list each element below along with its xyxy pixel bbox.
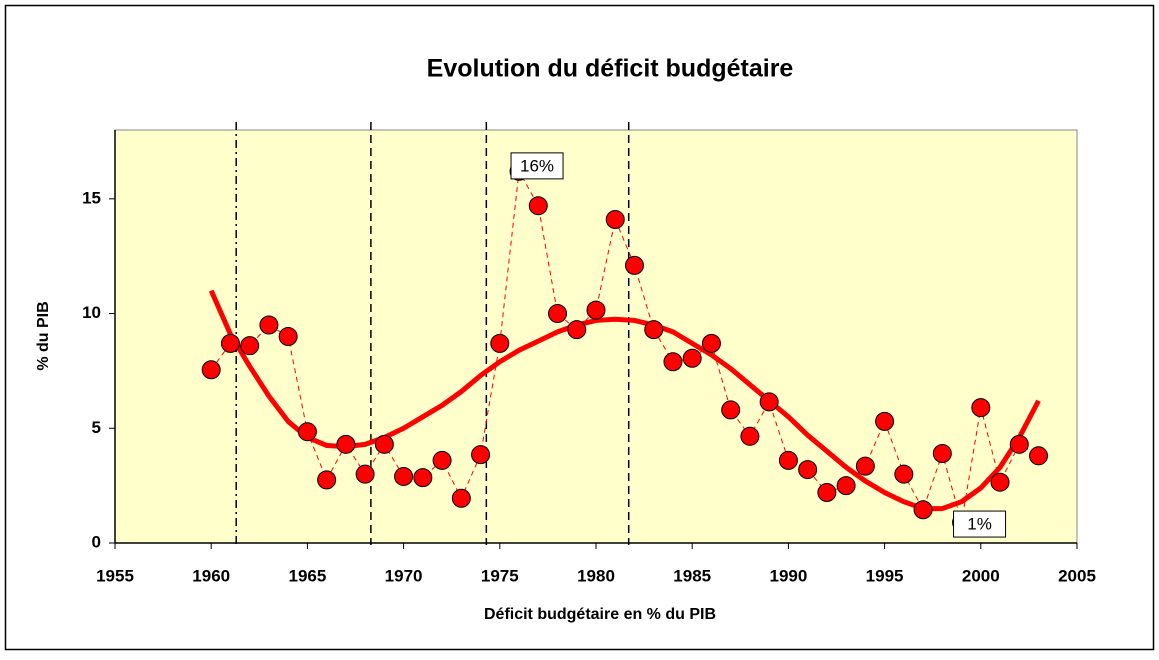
data-point (355, 464, 375, 484)
y-tick-label: 15 (82, 188, 101, 207)
y-tick-label: 5 (92, 418, 101, 437)
data-point (740, 426, 760, 446)
data-point (490, 333, 510, 353)
data-point (413, 468, 433, 488)
data-point (971, 398, 991, 418)
data-point (240, 336, 260, 356)
data-point (336, 434, 356, 454)
x-tick-label: 1995 (866, 566, 904, 585)
annotation-box (953, 510, 1007, 538)
data-point (471, 445, 491, 465)
data-point (836, 476, 856, 496)
data-point (817, 483, 837, 503)
y-tick-label: 0 (92, 532, 101, 551)
data-point (721, 400, 741, 420)
data-point (548, 304, 568, 324)
data-point (374, 434, 394, 454)
x-tick-label: 2000 (962, 566, 1000, 585)
x-tick-label: 1965 (288, 566, 326, 585)
data-point (220, 333, 240, 353)
x-tick-label: 1955 (96, 566, 134, 585)
x-tick-label: 1975 (481, 566, 519, 585)
data-point (201, 360, 221, 380)
x-axis-title: Déficit budgétaire en % du PIB (484, 606, 716, 623)
data-point (605, 209, 625, 229)
data-point (798, 460, 818, 480)
data-point (644, 320, 664, 340)
x-tick-label: 1985 (673, 566, 711, 585)
x-tick-label: 2005 (1058, 566, 1096, 585)
data-point (1029, 446, 1049, 466)
chart-title: Evolution du déficit budgétaire (427, 55, 794, 83)
data-point (682, 348, 702, 368)
data-point (1009, 434, 1029, 454)
annotation: 1% (967, 515, 992, 534)
data-point (990, 472, 1010, 492)
data-point (624, 255, 644, 275)
data-point (432, 450, 452, 470)
data-point (317, 470, 337, 490)
data-point (297, 422, 317, 442)
data-point (855, 456, 875, 476)
data-point (875, 411, 895, 431)
data-point (567, 320, 587, 340)
data-point (778, 450, 798, 470)
data-point (932, 444, 952, 464)
x-tick-label: 1990 (769, 566, 807, 585)
data-point (701, 333, 721, 353)
x-tick-label: 1980 (577, 566, 615, 585)
data-point (259, 315, 279, 335)
y-tick-label: 10 (82, 303, 101, 322)
data-point (894, 464, 914, 484)
data-point (394, 466, 414, 486)
x-tick-label: 1960 (192, 566, 230, 585)
data-point (759, 392, 779, 412)
annotation-box (510, 152, 564, 180)
data-point (451, 488, 471, 508)
data-point (586, 300, 606, 320)
data-point (913, 500, 933, 520)
x-tick-label: 1970 (385, 566, 423, 585)
data-point (663, 352, 683, 372)
y-axis-title: % du PIB (35, 301, 52, 370)
annotation: 16% (520, 156, 554, 175)
data-point (278, 327, 298, 346)
plot-area (114, 129, 1078, 544)
data-point (528, 196, 548, 216)
